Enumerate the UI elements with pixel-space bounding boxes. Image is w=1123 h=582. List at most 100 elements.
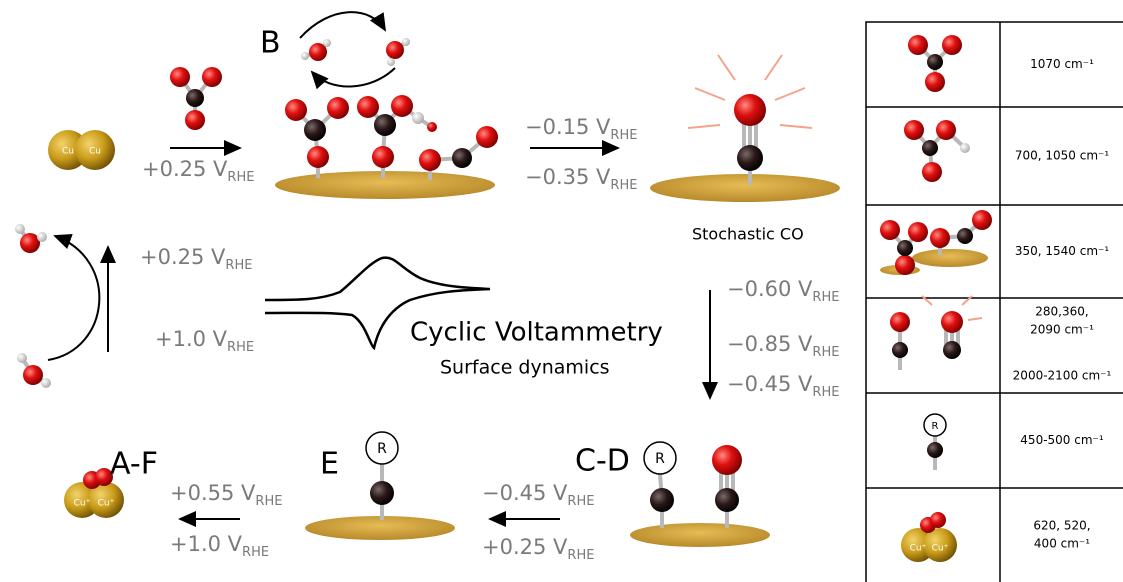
potential-subscript: RHE (567, 548, 594, 563)
atom (476, 126, 498, 148)
atom (943, 341, 961, 359)
atom (892, 342, 908, 358)
atom (372, 146, 394, 168)
atom (387, 58, 395, 66)
table-grid (865, 21, 1123, 582)
potential-subscript: RHE (812, 290, 839, 305)
potential-subscript: RHE (242, 545, 269, 560)
potential-subscript: RHE (227, 170, 254, 185)
atom (737, 145, 763, 171)
atom (41, 378, 51, 388)
atom (170, 67, 190, 87)
caption: Surface dynamics (440, 357, 610, 379)
atom (419, 149, 441, 171)
atom (895, 255, 915, 275)
atom (923, 528, 957, 562)
potential-value: −0.45 V (727, 372, 813, 396)
potential-value: +1.0 V (155, 327, 228, 351)
atom (897, 240, 913, 256)
atom (17, 353, 27, 363)
potential: +0.25 VRHE (142, 157, 254, 185)
atom (908, 222, 928, 242)
table-cell: 400 cm⁻¹ (1034, 537, 1090, 551)
potential-value: −0.45 V (482, 481, 568, 505)
potential-value: +0.25 V (140, 245, 226, 269)
r-groups (365, 413, 947, 475)
stage-label: B (260, 26, 281, 61)
atom (37, 232, 47, 242)
atom-label: Cu⁺ (74, 499, 91, 509)
caption: Cyclic Voltammetry (410, 318, 663, 348)
atom (185, 110, 205, 130)
atom (20, 233, 40, 253)
potential-subscript: RHE (812, 385, 839, 400)
potential: +0.55 VRHE (170, 481, 282, 509)
atom (927, 442, 943, 458)
atom (285, 99, 307, 121)
potential-subscript: RHE (225, 258, 252, 273)
table-cell: 350, 1540 cm⁻¹ (1015, 244, 1110, 258)
stage-label: E (320, 447, 339, 482)
table-cell: 280,360, (1035, 305, 1088, 319)
atom (386, 41, 404, 59)
potential-subscript: RHE (610, 128, 637, 143)
atom (374, 114, 396, 136)
atom (75, 130, 115, 170)
potential-subscript: RHE (812, 345, 839, 360)
potential: −0.35 VRHE (525, 165, 637, 193)
r-label: R (655, 451, 665, 467)
atom (186, 89, 204, 107)
atom-label: Cu⁺ (910, 544, 927, 554)
atom (427, 122, 437, 132)
potential: −0.60 VRHE (727, 277, 839, 305)
stage-label: A-F (110, 447, 158, 482)
atom (370, 481, 394, 505)
atom-label: Cu⁺ (932, 544, 949, 554)
atom (908, 35, 928, 55)
caption: Stochastic CO (692, 225, 804, 244)
potential: +1.0 VRHE (155, 327, 254, 355)
potential: +0.25 VRHE (482, 535, 594, 563)
atom (957, 228, 973, 244)
molecules: Cu Cu Cu⁺ Cu⁺ Cu⁺ Cu⁺ (15, 35, 992, 562)
atom (301, 52, 309, 60)
atom (715, 488, 739, 512)
atom (88, 482, 124, 518)
potential: +1.0 VRHE (170, 532, 269, 560)
potential-subscript: RHE (567, 494, 594, 509)
potential-subscript: RHE (610, 178, 637, 193)
table-cell: 450-500 cm⁻¹ (1020, 433, 1104, 447)
potential-value: +0.55 V (170, 481, 256, 505)
atom (327, 97, 349, 119)
potential-subscript: RHE (255, 494, 282, 509)
table-values: 1070 cm⁻¹ 700, 1050 cm⁻¹ 350, 1540 cm⁻¹ 280… (1013, 57, 1112, 551)
potential-value: −0.60 V (727, 277, 813, 301)
table-cell: 1070 cm⁻¹ (1030, 57, 1094, 71)
arrows (47, 11, 718, 527)
atom (922, 140, 938, 156)
atom (304, 119, 326, 141)
atom-label: Cu⁺ (98, 499, 115, 509)
atom (941, 311, 963, 333)
potential: +0.25 VRHE (140, 245, 252, 273)
atom (904, 120, 924, 140)
cv-curve (264, 256, 491, 351)
table-cell: 700, 1050 cm⁻¹ (1015, 149, 1110, 163)
potential-value: +0.25 V (482, 535, 568, 559)
potential-value: +0.25 V (142, 157, 228, 181)
potential-value: −0.35 V (525, 165, 611, 189)
atom (734, 94, 766, 126)
atom (95, 468, 113, 486)
atom (23, 365, 43, 385)
atom (942, 35, 962, 55)
potential: −0.85 VRHE (727, 332, 839, 360)
atom (650, 488, 674, 512)
atom (402, 38, 410, 46)
atom (880, 220, 900, 240)
atom (357, 96, 379, 118)
stage-label: C-D (575, 444, 630, 479)
atom (202, 67, 222, 87)
potential: −0.45 VRHE (482, 481, 594, 509)
r-label: R (932, 421, 939, 432)
